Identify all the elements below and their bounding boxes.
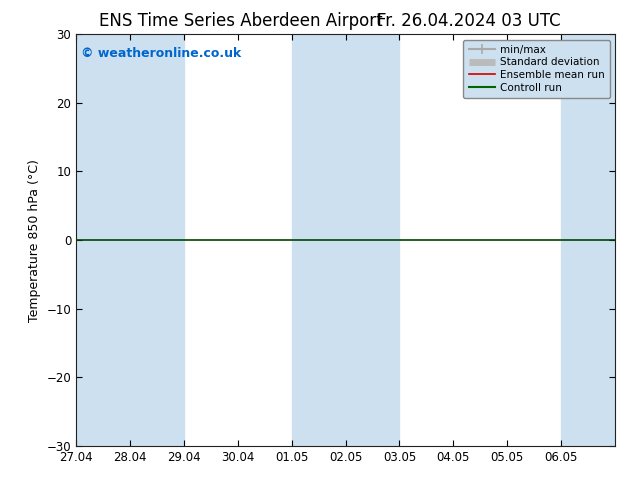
Bar (76, 34, 130, 446)
Bar (292, 34, 346, 446)
Text: Fr. 26.04.2024 03 UTC: Fr. 26.04.2024 03 UTC (377, 12, 561, 30)
Bar (130, 34, 184, 446)
Text: ENS Time Series Aberdeen Airport: ENS Time Series Aberdeen Airport (99, 12, 383, 30)
Legend: min/max, Standard deviation, Ensemble mean run, Controll run: min/max, Standard deviation, Ensemble me… (463, 40, 610, 98)
Bar (561, 34, 615, 446)
Text: © weatheronline.co.uk: © weatheronline.co.uk (81, 47, 242, 60)
Y-axis label: Temperature 850 hPa (°C): Temperature 850 hPa (°C) (28, 159, 41, 321)
Bar (346, 34, 399, 446)
